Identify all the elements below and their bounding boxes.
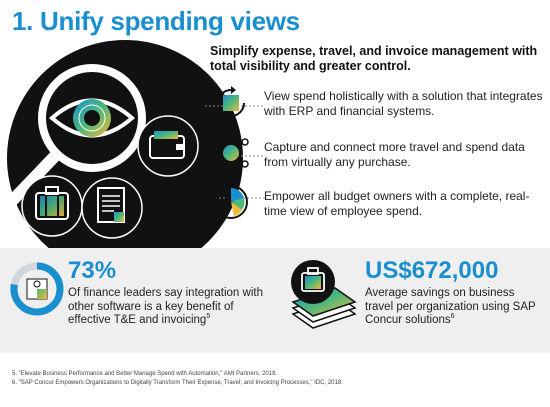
integration-cycle-icon: [217, 86, 245, 120]
puzzle-pie-icon: [10, 262, 64, 316]
feature-capture: Capture and connect more travel and spen…: [264, 140, 525, 169]
document-icon: [81, 177, 143, 239]
footnote-6: 6. "SAP Concur Empowers Organizations to…: [12, 380, 343, 386]
savings-suitcase-icon: [291, 260, 357, 329]
suitcase-icon: [21, 175, 83, 237]
feature-integrate: View spend holistically with a solution …: [264, 89, 543, 118]
footnote-5: 5. "Elevate Business Performance and Bet…: [12, 371, 278, 377]
magnifier-icon: [4, 64, 146, 209]
stat-percentage: 73%: [68, 257, 117, 284]
realtime-clock-icon: [214, 185, 248, 219]
stat-percentage-description: Of finance leaders say integration with …: [68, 287, 263, 326]
data-network-icon: [213, 134, 249, 172]
intro-subtitle: Simplify expense, travel, and invoice ma…: [210, 44, 538, 73]
stats-band: [0, 248, 550, 353]
stat-savings-description: Average savings on business travel per o…: [365, 287, 536, 326]
wallet-icon: [137, 115, 199, 177]
hero-illustration: [4, 40, 265, 253]
feature-empower: Empower all budget owners with a complet…: [264, 189, 530, 218]
stat-savings-amount: US$672,000: [365, 257, 499, 284]
footnotes: 5. "Elevate Business Performance and Bet…: [12, 370, 542, 388]
page-title: 1. Unify spending views: [12, 6, 300, 36]
